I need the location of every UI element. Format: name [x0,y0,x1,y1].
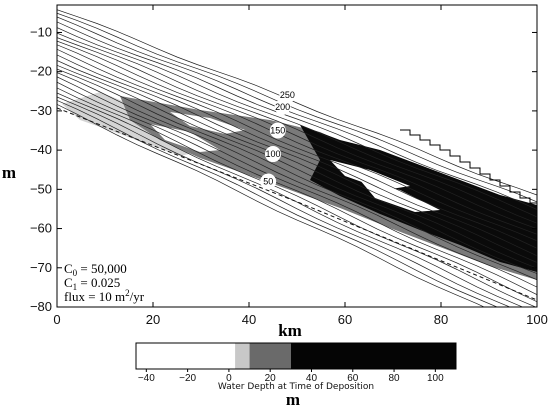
shallow-lens-3 [150,124,220,152]
plot-frame [56,4,538,308]
clinoform-line [57,32,537,230]
clinoform-line [57,92,524,307]
colorbar-unit: m [286,390,300,409]
c1-annotation: C1 = 0.025 [64,275,120,292]
colorbar-band [136,343,236,369]
clinoform-line [57,64,537,274]
colorbar-caption: Water Depth at Time of Deposition [218,382,374,392]
shallow-lens-5 [360,180,440,212]
strata-cross-section [57,7,537,307]
colorbar-tick-label: 80 [389,373,401,384]
contour-label-disk [265,146,281,163]
contour-label-disk [260,173,277,190]
y-tick-label: −10 [30,24,52,39]
clinoform-line [57,16,537,210]
colorbar-frame [135,342,457,370]
colorbar-band [290,343,456,369]
y-axis-label: m [2,163,16,182]
colorbar-tick-label: 0 [226,373,232,384]
colorbar-tick-label: −20 [179,373,196,384]
x-axis-label: km [278,321,302,340]
contour-label: 200 [275,102,290,112]
x-tick-label: 80 [434,312,448,327]
contour-label-disk [274,98,291,115]
colorbar-band [249,343,291,369]
colorbar-tick-label: 20 [265,373,277,384]
colorbar-tick-label: −40 [138,373,155,384]
colorbar: −40 −20 0 20 40 60 80 100 Water Depth at Time o… [135,342,457,409]
x-tick-label: 20 [146,312,160,327]
parameter-annotations: C0 = 50,000 C1 = 0.025 flux = 10 m2/yr [64,261,145,304]
y-tick-label: −20 [30,64,52,79]
y-tick-label: −80 [30,299,52,314]
colorbar-bands [136,343,456,369]
clinoform-line [57,72,537,288]
contour-label: 150 [270,126,285,136]
y-axis-ticks: −10 −20 −30 −40 −50 −60 −70 −80 [30,24,537,314]
colorbar-tick-label: 60 [347,373,359,384]
clinoform-line [57,54,537,263]
colorbar-tick-label: 100 [427,373,444,384]
clinoform-line [57,48,537,257]
clinoform-line [57,27,537,224]
stair-step-surface [400,129,537,204]
clinoform-line [57,96,511,307]
x-axis-ticks: 0 20 40 60 80 100 [53,5,548,327]
y-tick-label: −70 [30,260,52,275]
clinoform-line [57,9,537,196]
clinoform-line [57,68,537,281]
clinoform-line [57,60,537,269]
colorbar-band [235,343,250,369]
clinoform-line [57,104,485,307]
c0-annotation: C0 = 50,000 [64,261,127,278]
clinoform-lines [57,9,537,307]
clinoform-line [57,40,537,242]
clinoform-line [57,76,537,296]
clinoform-line [57,87,537,307]
clinoform-line [57,12,537,203]
contour-label: 100 [265,149,280,159]
clinoform-line [57,37,537,235]
colorbar-ticks: −40 −20 0 20 40 60 80 100 [138,369,444,384]
contour-label: 50 [263,176,273,186]
y-tick-label: −50 [30,181,52,196]
x-tick-label: 40 [242,312,256,327]
shallow-lens-4 [330,160,410,190]
x-tick-label: 60 [338,312,352,327]
y-tick-label: −40 [30,142,52,157]
clinoform-line [57,21,537,218]
contour-labels: 250 200 150 100 50 [260,87,296,190]
colorbar-tick-label: 40 [306,373,318,384]
y-tick-label: −30 [30,103,52,118]
basal-surface-dashed [57,107,537,301]
contour-label: 250 [280,90,295,100]
x-tick-label: 100 [526,312,548,327]
y-tick-label: −60 [30,221,52,236]
clinoform-line [57,44,537,249]
contour-label-disk [269,122,286,139]
flux-annotation: flux = 10 m2/yr [64,288,145,304]
x-tick-label: 0 [53,312,60,327]
clinoform-line [57,81,537,303]
